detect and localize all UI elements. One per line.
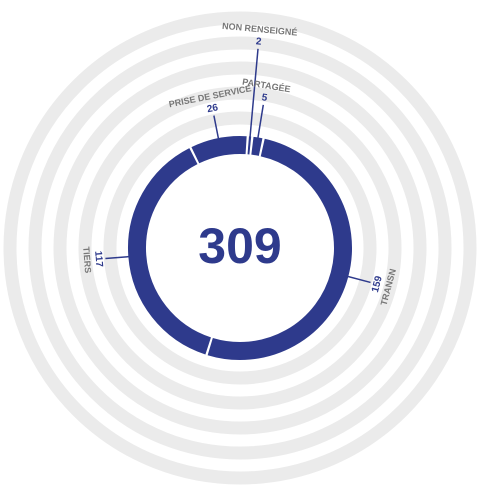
value-label: 26 [206, 102, 219, 115]
bg-ring [3, 11, 477, 485]
bg-ring [103, 111, 377, 385]
leader-line [248, 48, 259, 150]
value-label: 117 [92, 251, 104, 268]
value-label: 159 [370, 274, 385, 293]
bg-ring [28, 36, 452, 460]
leader-line [213, 115, 222, 152]
value-label: 2 [255, 36, 262, 47]
leader-line [105, 254, 142, 260]
total: 309 [198, 218, 281, 274]
background-rings [3, 11, 477, 485]
category-label: TIERS [81, 246, 93, 273]
bg-ring [78, 86, 402, 410]
leader-line [255, 104, 265, 151]
value-label: 5 [261, 92, 269, 104]
leader-line [335, 272, 371, 284]
bg-ring [53, 61, 427, 435]
